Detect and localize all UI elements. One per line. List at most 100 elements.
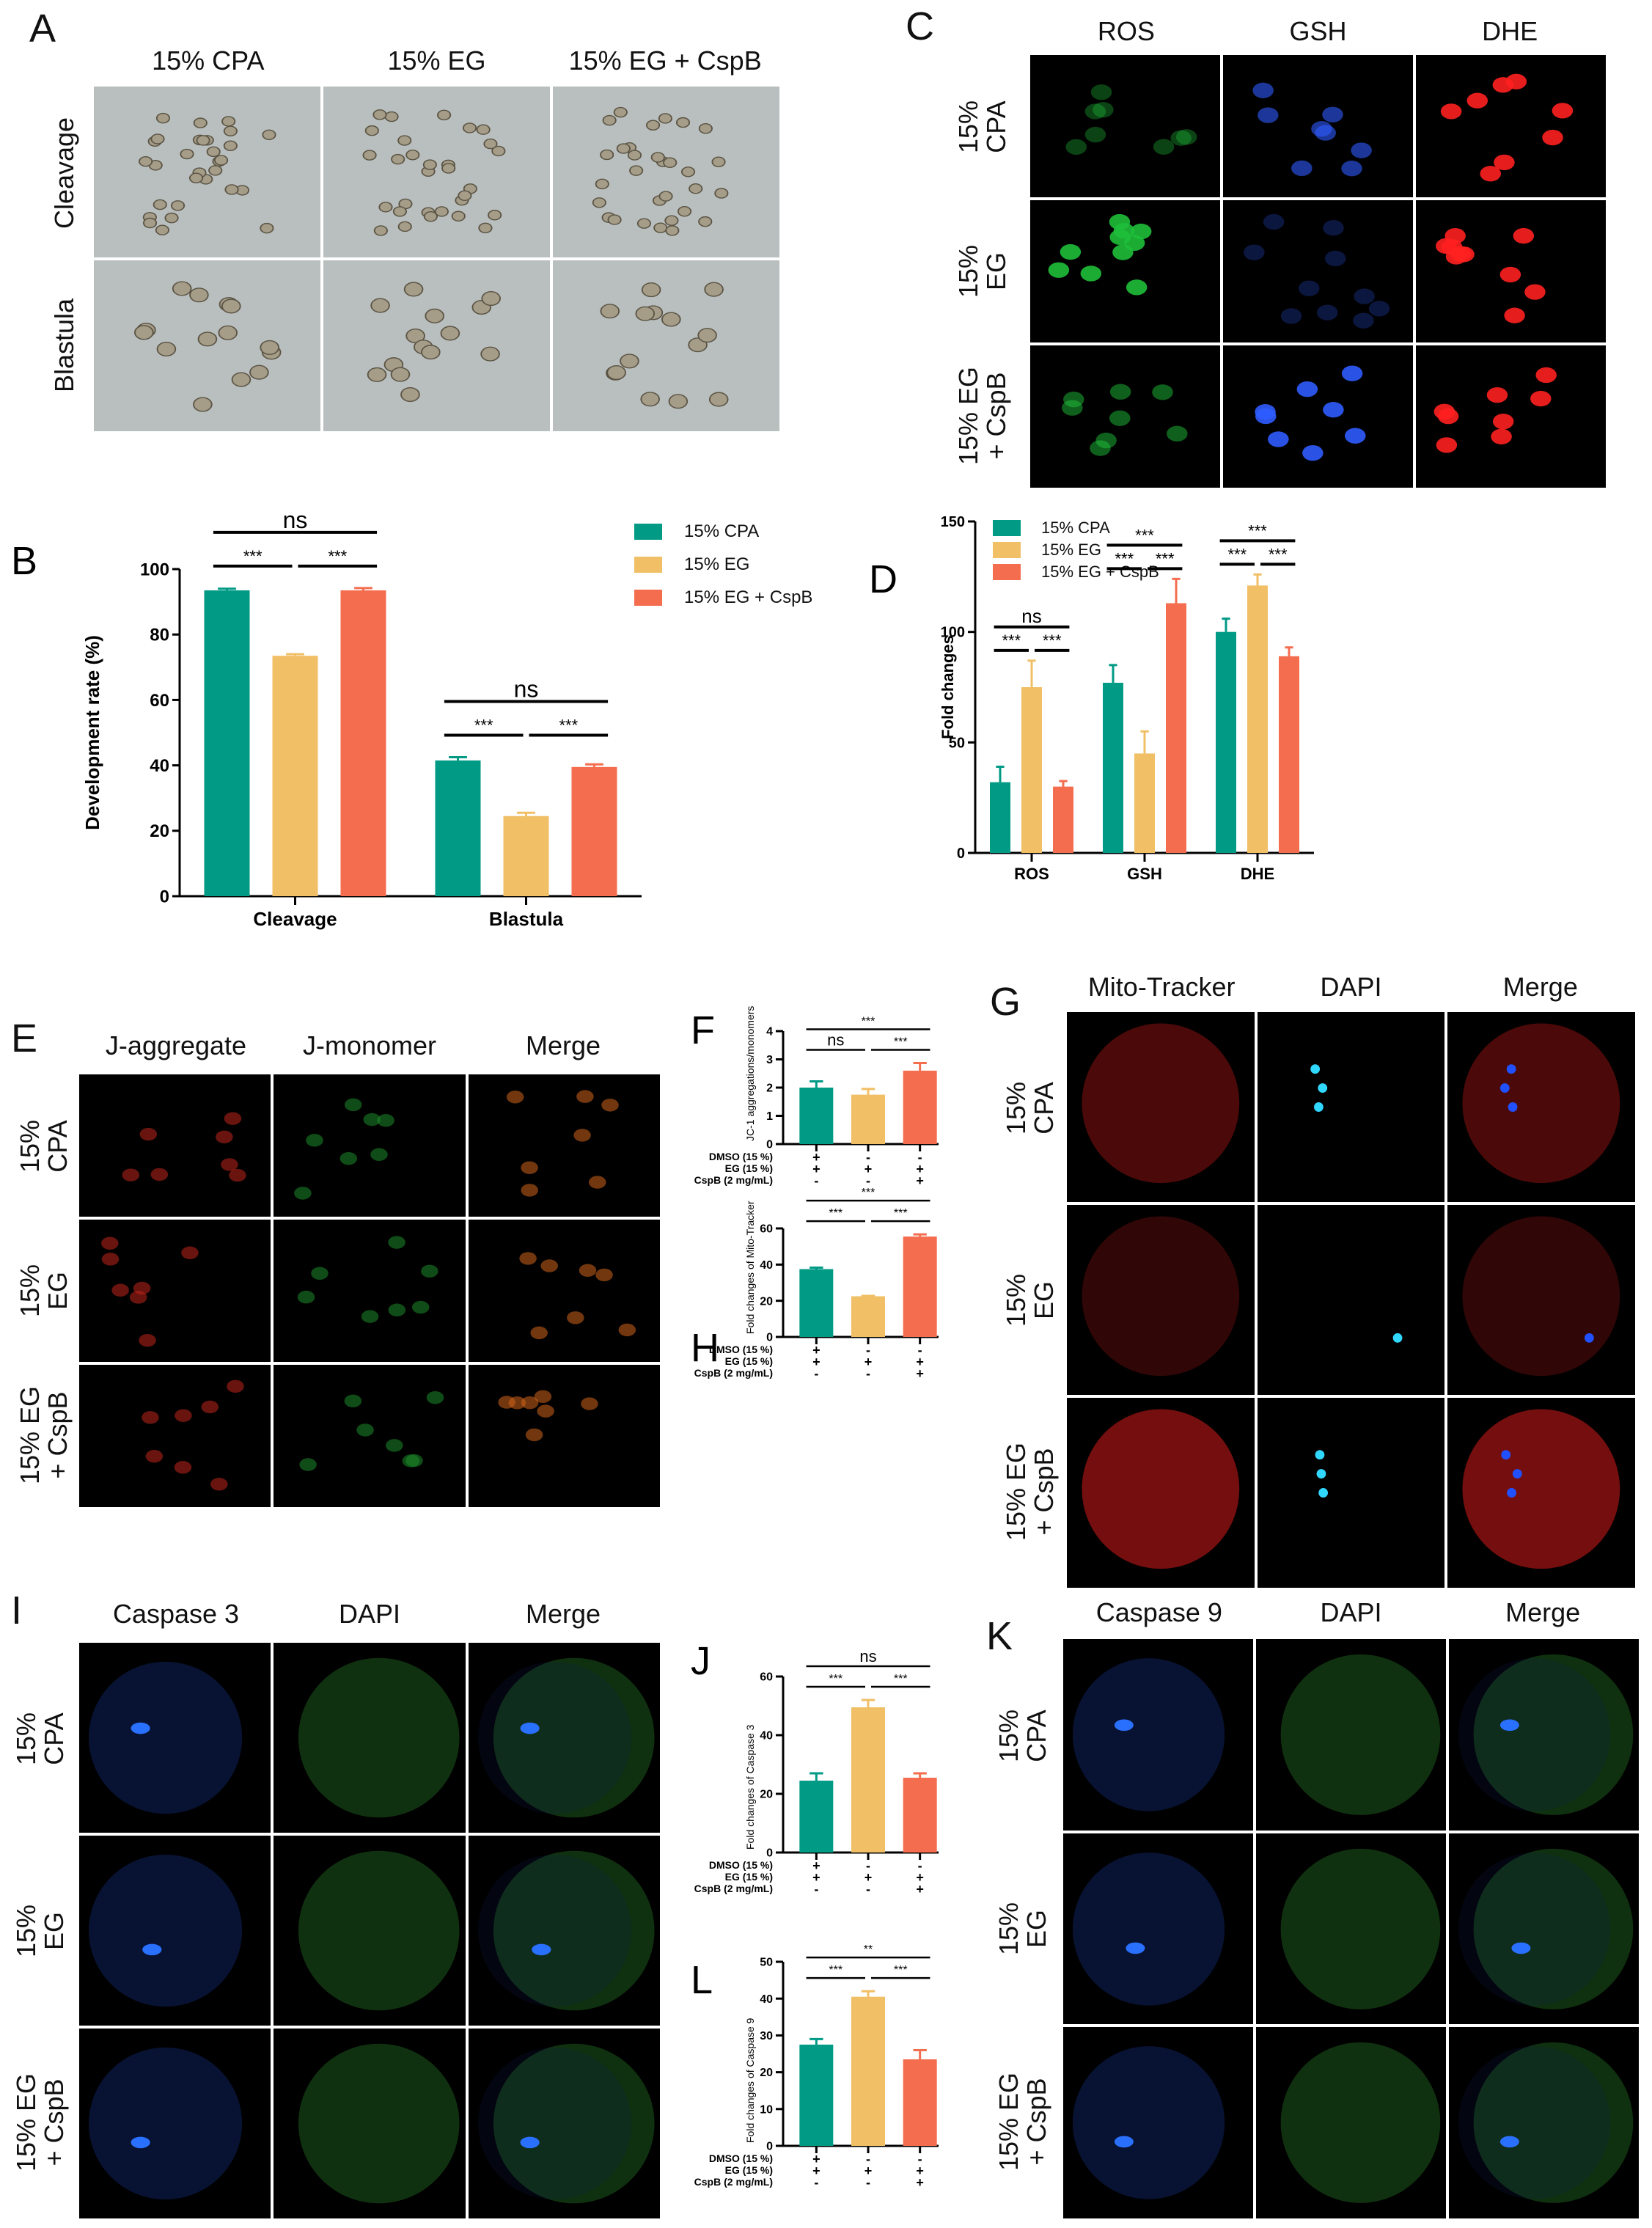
micrograph-image bbox=[1030, 345, 1220, 488]
y-tick-label: 40 bbox=[760, 1259, 773, 1272]
significance-label: *** bbox=[328, 547, 347, 565]
cell-signal bbox=[421, 1264, 438, 1278]
significance-label: *** bbox=[862, 1016, 875, 1028]
embryo bbox=[364, 125, 379, 136]
embryo bbox=[714, 188, 729, 199]
embryo bbox=[391, 153, 405, 165]
oocyte bbox=[1072, 1658, 1225, 1811]
cell-signal bbox=[370, 1148, 389, 1161]
panel-letter: A bbox=[29, 7, 56, 51]
condition-sign: - bbox=[866, 1150, 870, 1165]
bar-1 bbox=[851, 1996, 885, 2146]
row-label: 15% CPA bbox=[11, 1712, 69, 1765]
micrograph-grid bbox=[1067, 1012, 1635, 1588]
embryo bbox=[231, 372, 252, 387]
micrograph-image bbox=[1030, 55, 1220, 197]
bar-2 bbox=[903, 1236, 937, 1337]
bar-blastula-series-0 bbox=[435, 760, 481, 896]
micrograph-image bbox=[274, 1074, 466, 1217]
condition-sign: - bbox=[866, 1173, 870, 1188]
cell-signal bbox=[1093, 102, 1114, 118]
condition-sign: - bbox=[814, 2175, 818, 2190]
embryo bbox=[620, 353, 639, 369]
cell-signal bbox=[1492, 414, 1514, 430]
oocyte bbox=[1082, 1216, 1240, 1377]
condition-sign: + bbox=[916, 1366, 924, 1381]
column-header: DAPI bbox=[1320, 1597, 1382, 1627]
panel-letter: B bbox=[11, 539, 37, 583]
cell-signal bbox=[1530, 390, 1552, 407]
micrograph-image bbox=[274, 1365, 466, 1507]
micrograph-image bbox=[274, 1836, 466, 2026]
nucleus bbox=[531, 1943, 551, 1956]
y-tick-label: 60 bbox=[760, 1223, 773, 1236]
embryo bbox=[155, 224, 169, 235]
nucleus bbox=[1499, 2136, 1519, 2148]
embryo bbox=[606, 365, 626, 381]
cell-signal bbox=[534, 1390, 551, 1404]
row-label: 15% EG bbox=[11, 1904, 69, 1957]
row-label: 15% EG bbox=[953, 244, 1011, 298]
cell-signal bbox=[1126, 279, 1148, 296]
bar-dhe-series-0 bbox=[1216, 631, 1236, 853]
oocyte bbox=[1462, 1023, 1620, 1184]
embryo bbox=[704, 282, 724, 297]
y-tick-label: 40 bbox=[760, 1730, 773, 1743]
nucleus bbox=[1513, 1469, 1523, 1479]
cell-signal bbox=[150, 1168, 169, 1181]
cell-signal bbox=[311, 1267, 329, 1280]
column-header: GSH bbox=[1289, 16, 1347, 46]
oocyte bbox=[1458, 1852, 1611, 2006]
significance-label: ns bbox=[1021, 605, 1041, 627]
condition-sign: - bbox=[866, 1343, 870, 1357]
cell-signal bbox=[388, 1303, 406, 1316]
embryo bbox=[595, 178, 609, 190]
micrograph-image bbox=[79, 1220, 271, 1362]
embryo bbox=[697, 328, 717, 343]
condition-sign: - bbox=[866, 1882, 870, 1897]
y-tick-label: 150 bbox=[941, 514, 965, 530]
embryo bbox=[153, 199, 167, 210]
significance-label: *** bbox=[829, 1673, 842, 1685]
column-header: DAPI bbox=[1320, 972, 1382, 1002]
legend-label: 15% CPA bbox=[1041, 518, 1110, 537]
row-label: 15% EG + CspB bbox=[953, 366, 1011, 465]
cell-signal bbox=[1060, 243, 1082, 260]
embryo bbox=[172, 281, 192, 296]
bar-0 bbox=[799, 2044, 834, 2146]
micrograph-image bbox=[1223, 345, 1413, 488]
significance-label: *** bbox=[894, 1964, 908, 1976]
condition-sign: + bbox=[916, 1882, 924, 1897]
micrograph-image bbox=[1067, 1012, 1255, 1202]
condition-label: CspB (2 mg/mL) bbox=[694, 2176, 773, 2188]
embryo bbox=[362, 150, 377, 161]
bar-2 bbox=[903, 1778, 937, 1853]
cell-signal bbox=[540, 1259, 558, 1272]
micrograph-image bbox=[79, 1365, 271, 1507]
micrograph-image bbox=[553, 260, 779, 431]
y-tick-label: 0 bbox=[957, 846, 965, 862]
nucleus bbox=[1318, 1488, 1328, 1498]
condition-label: EG (15 %) bbox=[725, 1355, 773, 1367]
column-header: DHE bbox=[1482, 16, 1538, 46]
embryo bbox=[423, 211, 438, 222]
micrograph-image bbox=[1449, 1639, 1639, 1831]
nucleus bbox=[1499, 1719, 1519, 1732]
bar-1 bbox=[851, 1296, 885, 1337]
cell-signal bbox=[1486, 386, 1508, 403]
legend-item: 15% EG bbox=[634, 548, 812, 581]
condition-sign: + bbox=[916, 1870, 924, 1885]
embryo bbox=[224, 184, 239, 195]
embryo bbox=[260, 340, 279, 355]
embryo bbox=[641, 282, 661, 298]
micrograph-image bbox=[1067, 1398, 1255, 1588]
bar-1 bbox=[851, 1094, 885, 1144]
micrograph-image bbox=[94, 260, 320, 431]
embryo bbox=[668, 394, 689, 409]
embryo bbox=[653, 222, 668, 233]
legend-item: 15% CPA bbox=[634, 515, 812, 548]
cell-signal bbox=[201, 1400, 219, 1414]
panel-letter: H bbox=[691, 1326, 719, 1370]
embryo bbox=[602, 114, 617, 126]
